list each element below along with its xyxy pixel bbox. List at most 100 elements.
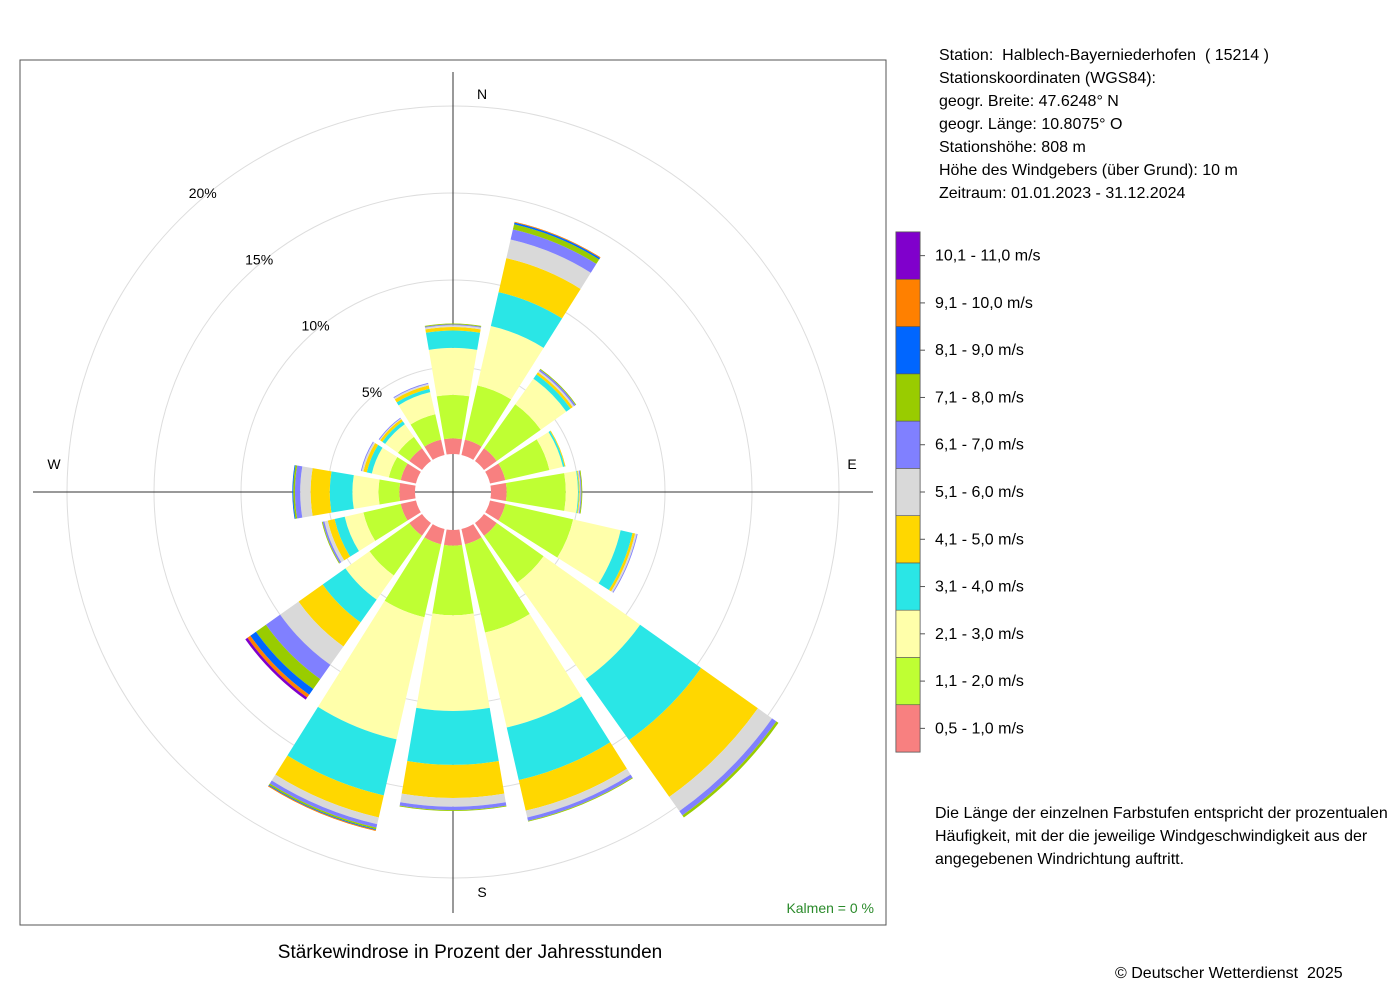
segment-NNE-3 [490,292,563,348]
sector-NNE [461,221,601,460]
segment-NW-0 [409,448,432,471]
segment-SW-1 [369,523,422,576]
segment-NNE-7 [512,224,600,264]
segment-N-2 [428,347,478,397]
segment-W-2 [352,475,380,509]
legend-swatch [895,515,921,564]
legend-label: 5,1 - 6,0 m/s [935,484,1024,501]
segment-SSW-2 [317,600,425,740]
segment-S-6 [399,802,507,811]
legend-label: 8,1 - 9,0 m/s [935,342,1024,359]
segment-SSW-0 [424,524,445,545]
segment-S-4 [401,761,505,798]
segment-N-6 [424,324,482,328]
segment-WSW-3 [334,516,359,557]
segment-WSW-7 [321,521,340,564]
segment-NE-1 [484,404,541,461]
segment-W-4 [310,468,332,516]
segment-SSW-1 [384,537,442,618]
station-name: Station: Halblech-Bayerniederhofen ( 152… [939,47,1269,64]
segment-S-3 [407,707,499,765]
segment-NW-3 [382,421,405,444]
segment-SE-5 [669,708,773,812]
segment-SE-4 [629,668,758,797]
segment-W-6 [294,465,303,519]
sector-SSW [267,524,445,832]
segment-NE-2 [515,378,567,430]
segment-WSW-5 [324,520,345,563]
legend-swatch [895,609,921,658]
segment-S-2 [416,613,490,711]
segment-WNW-1 [388,456,408,481]
time-period: Zeitraum: 01.01.2023 - 31.12.2024 [939,185,1186,202]
sector-WSW [321,500,421,564]
ring-label: 5% [362,384,382,400]
segment-WSW-0 [400,500,421,521]
segment-N-7 [424,323,482,327]
segment-S-7 [399,805,507,812]
segment-SW-10 [245,637,308,700]
segment-WNW-5 [361,442,376,472]
segment-W-8 [292,465,296,519]
legend-swatch [895,468,921,516]
segment-W-5 [300,466,313,518]
segment-NW-1 [397,436,422,461]
segment-SW-9 [247,635,310,698]
legend-swatch [895,231,921,280]
segment-NNE-4 [498,258,581,319]
sector-NNW [393,382,445,460]
sector-SE [474,513,779,818]
segment-NE-6 [538,369,576,407]
ring-label: 20% [189,185,217,201]
segment-E-7 [579,470,583,514]
segment-NE-4 [536,372,573,409]
segment-SW-7 [255,624,321,690]
segment-E-3 [576,470,579,514]
segment-WNW-2 [371,447,398,478]
segment-SW-8 [250,631,314,695]
station-coords-heading: Stationskoordinaten (WGS84): [939,70,1156,87]
legend-swatch [895,278,921,327]
segment-S-1 [432,544,474,616]
segment-NNE-0 [461,439,482,460]
wind-sectors [245,221,779,832]
sector-S [399,529,507,812]
legend-swatch [895,326,921,375]
segment-NNW-5 [393,383,429,400]
segment-NNW-6 [393,382,429,398]
ring-labels: 5% 10% 15% 20% [189,185,382,400]
legend-swatch [895,657,921,706]
segment-NNW-2 [398,392,436,425]
segment-SSW-3 [287,706,397,796]
ring-label: 15% [245,251,273,267]
segment-NNW-3 [396,388,431,406]
segment-NW-5 [379,418,402,441]
sector-NW [378,417,432,471]
station-elevation: Stationshöhe: 808 m [939,139,1086,156]
segment-NNE-2 [477,326,544,400]
compass-N: N [477,86,487,102]
segment-E-1 [505,473,566,511]
segment-W-1 [378,479,401,505]
segment-WSW-4 [327,519,351,561]
segment-NE-5 [537,370,575,408]
segment-SW-5 [280,601,344,665]
compass-labels: N E S W [47,86,856,900]
segment-NNW-4 [394,385,430,403]
segment-SSE-4 [518,742,627,811]
segment-S-5 [400,793,506,807]
segment-SSE-5 [525,768,631,818]
anemometer-height: Höhe des Windgebers (über Grund): 10 m [939,162,1238,179]
sector-ESE [485,500,638,593]
compass-E: E [847,456,856,472]
segment-N-4 [425,326,481,333]
segment-ESE-5 [611,533,637,593]
legend-label: 7,1 - 8,0 m/s [935,389,1024,406]
segment-NE-0 [474,448,497,471]
segment-W-7 [293,465,298,519]
segment-SE-2 [517,556,641,680]
segment-WSW-2 [344,512,376,552]
segment-WNW-0 [400,463,421,484]
segment-SE-1 [484,523,544,583]
